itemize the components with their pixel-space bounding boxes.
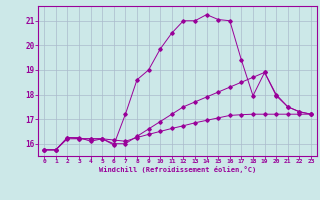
X-axis label: Windchill (Refroidissement éolien,°C): Windchill (Refroidissement éolien,°C): [99, 166, 256, 173]
